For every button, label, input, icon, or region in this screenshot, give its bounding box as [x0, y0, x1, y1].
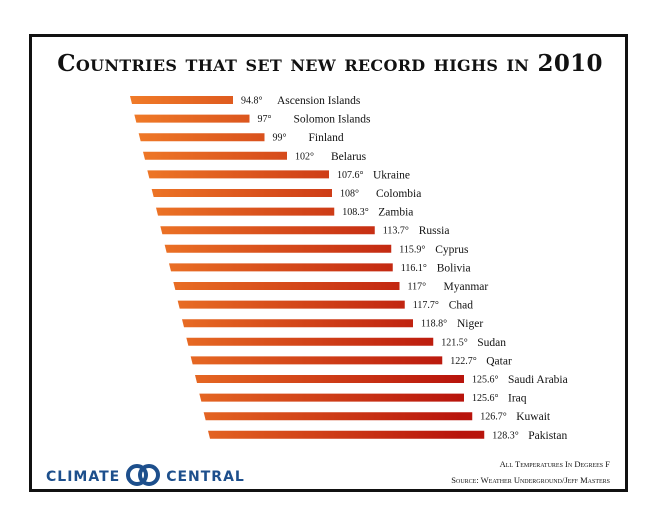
category-label: Colombia — [376, 188, 421, 200]
category-label: Belarus — [331, 151, 367, 163]
category-label: Iraq — [508, 393, 527, 405]
units-note: All Temperatures In Degrees F — [499, 459, 610, 469]
value-label: 122.7° — [450, 356, 477, 367]
category-label: Cyprus — [435, 244, 469, 256]
bar-niger — [182, 319, 413, 328]
bar-bolivia — [169, 263, 393, 272]
value-label: 102° — [295, 151, 314, 162]
value-label: 99° — [273, 133, 287, 144]
bar-belarus — [143, 151, 287, 160]
category-label: Ukraine — [373, 169, 410, 181]
chart-title: Countries that set new record highs in 2… — [57, 50, 603, 77]
value-label: 118.8° — [421, 319, 447, 330]
source-note: Source: Weather Underground/Jeff Masters — [451, 475, 610, 485]
bar-kuwait — [203, 412, 473, 421]
category-label: Solomon Islands — [294, 114, 372, 126]
bar-russia — [160, 226, 375, 235]
value-label: 107.6° — [337, 170, 364, 181]
value-label: 97° — [258, 114, 272, 125]
value-label: 117° — [408, 282, 427, 293]
bar-qatar — [190, 356, 443, 365]
bar-cyprus — [164, 244, 392, 253]
bar-iraq — [199, 393, 465, 402]
bar-saudi-arabia — [195, 375, 464, 383]
value-label: 108.3° — [342, 207, 369, 218]
logo-rings-icon — [124, 463, 162, 491]
category-label: Sudan — [477, 337, 506, 349]
category-label: Zambia — [378, 207, 413, 219]
category-label: Myanmar — [444, 281, 489, 293]
bar-pakistan — [208, 430, 485, 439]
value-label: 125.6° — [472, 375, 499, 386]
category-label: Bolivia — [437, 262, 471, 274]
category-label: Saudi Arabia — [508, 374, 568, 386]
category-label: Russia — [419, 225, 450, 237]
bar-ascension-islands — [130, 96, 233, 104]
value-label: 128.3° — [492, 430, 519, 441]
category-label: Ascension Islands — [277, 95, 361, 107]
bar-colombia — [151, 189, 332, 197]
bar-zambia — [156, 207, 335, 216]
value-label: 121.5° — [441, 337, 468, 348]
value-label: 108° — [340, 189, 359, 200]
value-label: 125.6° — [472, 393, 499, 404]
category-label: Pakistan — [528, 430, 567, 442]
bar-sudan — [186, 337, 434, 346]
category-label: Kuwait — [516, 411, 551, 423]
category-label: Chad — [449, 300, 474, 312]
category-label: Qatar — [486, 355, 512, 367]
logo-text-left: CLIMATE — [46, 469, 121, 485]
value-label: 116.1° — [401, 263, 427, 274]
category-label: Niger — [457, 318, 483, 330]
bar-ukraine — [147, 170, 329, 179]
value-label: 126.7° — [480, 412, 507, 423]
value-label: 117.7° — [413, 300, 439, 311]
bar-myanmar — [173, 282, 400, 290]
value-label: 115.9° — [399, 244, 425, 255]
climate-central-logo: CLIMATE CENTRAL — [46, 463, 245, 491]
logo-text-right: CENTRAL — [166, 469, 245, 485]
value-label: 94.8° — [241, 96, 263, 107]
bar-solomon-islands — [134, 114, 250, 123]
value-label: 113.7° — [383, 226, 409, 237]
bar-finland — [138, 133, 265, 142]
bar-chad — [177, 300, 405, 309]
category-label: Finland — [309, 132, 344, 144]
